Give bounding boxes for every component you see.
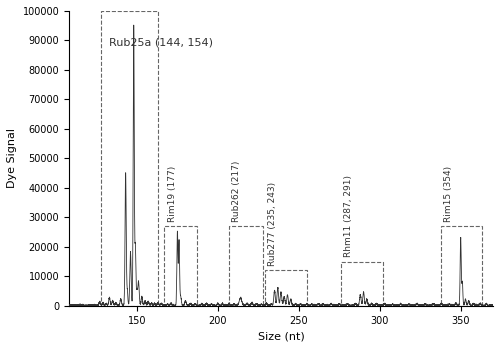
Bar [229, 226, 263, 306]
Text: Rub277 (235, 243): Rub277 (235, 243) [268, 182, 277, 266]
Bar [341, 262, 383, 306]
Text: Rim19 (177): Rim19 (177) [168, 166, 176, 222]
Y-axis label: Dye Signal: Dye Signal [7, 128, 17, 188]
Text: Rhm11 (287, 291): Rhm11 (287, 291) [344, 175, 353, 257]
Text: Rub262 (217): Rub262 (217) [232, 160, 241, 222]
X-axis label: Size (nt): Size (nt) [258, 331, 304, 341]
Bar [265, 270, 307, 306]
Text: Rim15 (354): Rim15 (354) [444, 166, 454, 222]
Bar [442, 226, 482, 306]
Text: Rub25a (144, 154): Rub25a (144, 154) [110, 38, 214, 47]
Bar [164, 226, 197, 306]
Bar [102, 11, 158, 306]
